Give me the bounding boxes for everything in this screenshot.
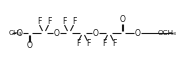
Text: O: O — [27, 41, 33, 51]
Text: F: F — [37, 17, 41, 27]
Text: OCH₃: OCH₃ — [158, 30, 177, 36]
Text: F: F — [62, 17, 66, 27]
Text: F: F — [76, 40, 80, 48]
Text: O: O — [17, 28, 23, 38]
Text: F: F — [86, 40, 90, 48]
Text: F: F — [72, 17, 76, 27]
Text: F: F — [102, 40, 106, 48]
Text: O: O — [120, 15, 126, 25]
Text: CH₃: CH₃ — [9, 30, 22, 36]
Text: O: O — [93, 28, 99, 38]
Text: O: O — [135, 28, 141, 38]
Text: O: O — [54, 28, 60, 38]
Text: F: F — [47, 17, 51, 27]
Text: F: F — [112, 40, 116, 48]
